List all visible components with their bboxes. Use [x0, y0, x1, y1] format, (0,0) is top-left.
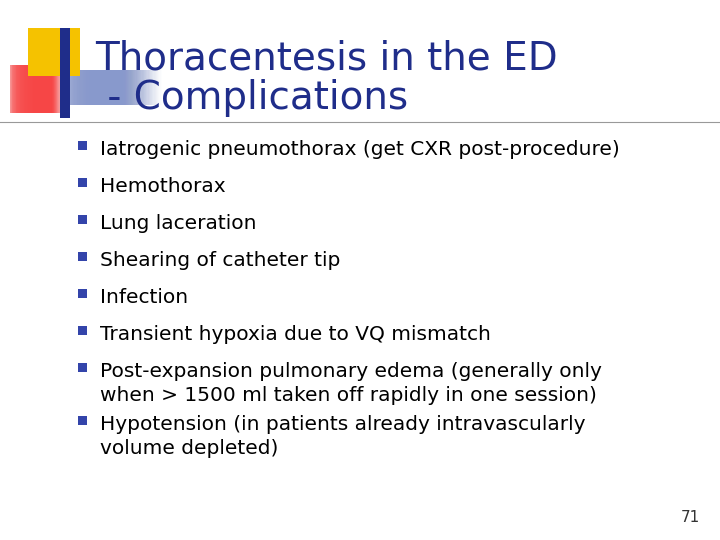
- Text: Lung laceration: Lung laceration: [100, 214, 256, 233]
- Text: Thoracentesis in the ED: Thoracentesis in the ED: [95, 39, 557, 77]
- Bar: [24, 65, 57, 113]
- Bar: [83, 70, 138, 105]
- Bar: [94, 70, 148, 105]
- Bar: [97, 70, 152, 105]
- Bar: [74, 70, 130, 105]
- Bar: [96, 70, 151, 105]
- Bar: [31, 65, 60, 113]
- Bar: [24, 65, 58, 113]
- Bar: [19, 65, 55, 113]
- Bar: [63, 70, 117, 105]
- Bar: [27, 65, 58, 113]
- Bar: [61, 70, 116, 105]
- Text: 71: 71: [680, 510, 700, 525]
- Bar: [32, 65, 60, 113]
- Bar: [81, 70, 135, 105]
- Bar: [95, 70, 150, 105]
- Bar: [81, 70, 137, 105]
- Bar: [27, 65, 58, 113]
- Bar: [30, 65, 59, 113]
- Bar: [92, 70, 148, 105]
- Bar: [90, 70, 145, 105]
- Bar: [60, 70, 115, 105]
- Bar: [11, 65, 53, 113]
- Bar: [32, 65, 60, 113]
- Bar: [23, 65, 57, 113]
- Bar: [15, 65, 54, 113]
- Bar: [19, 65, 55, 113]
- Bar: [21, 65, 56, 113]
- Bar: [91, 70, 146, 105]
- Bar: [28, 65, 59, 113]
- Bar: [78, 288, 87, 298]
- Bar: [99, 70, 155, 105]
- Bar: [60, 28, 70, 118]
- Bar: [26, 65, 58, 113]
- Bar: [12, 65, 53, 113]
- Bar: [67, 70, 122, 105]
- Bar: [70, 70, 125, 105]
- Bar: [30, 65, 60, 113]
- Bar: [16, 65, 54, 113]
- Bar: [78, 326, 87, 334]
- Bar: [104, 70, 159, 105]
- Bar: [71, 70, 126, 105]
- Bar: [88, 70, 143, 105]
- Bar: [78, 415, 87, 424]
- Bar: [79, 70, 134, 105]
- Text: Transient hypoxia due to VQ mismatch: Transient hypoxia due to VQ mismatch: [100, 325, 491, 344]
- Text: Infection: Infection: [100, 288, 188, 307]
- Bar: [76, 70, 130, 105]
- Text: Post-expansion pulmonary edema (generally only
when > 1500 ml taken off rapidly : Post-expansion pulmonary edema (generall…: [100, 362, 602, 405]
- Bar: [77, 70, 132, 105]
- Bar: [103, 70, 158, 105]
- Bar: [78, 362, 87, 372]
- Text: Iatrogenic pneumothorax (get CXR post-procedure): Iatrogenic pneumothorax (get CXR post-pr…: [100, 140, 620, 159]
- Bar: [102, 70, 157, 105]
- Bar: [66, 70, 121, 105]
- Bar: [107, 70, 162, 105]
- Bar: [10, 65, 52, 113]
- Bar: [17, 65, 55, 113]
- Text: - Complications: - Complications: [95, 79, 408, 117]
- Bar: [65, 70, 120, 105]
- Bar: [60, 70, 115, 105]
- Bar: [78, 214, 87, 224]
- Bar: [17, 65, 55, 113]
- Bar: [86, 70, 141, 105]
- Bar: [25, 65, 58, 113]
- Bar: [20, 65, 56, 113]
- Bar: [78, 70, 133, 105]
- Bar: [99, 70, 153, 105]
- Bar: [12, 65, 53, 113]
- Bar: [101, 70, 156, 105]
- Bar: [13, 65, 53, 113]
- FancyBboxPatch shape: [28, 28, 80, 76]
- Text: Hypotension (in patients already intravascularly
volume depleted): Hypotension (in patients already intrava…: [100, 415, 585, 458]
- Text: Shearing of catheter tip: Shearing of catheter tip: [100, 251, 341, 270]
- Bar: [33, 65, 60, 113]
- Bar: [106, 70, 161, 105]
- Bar: [78, 140, 87, 150]
- Bar: [18, 65, 55, 113]
- Bar: [14, 65, 53, 113]
- Bar: [10, 65, 60, 113]
- Bar: [72, 70, 127, 105]
- Bar: [73, 70, 128, 105]
- Bar: [68, 70, 123, 105]
- Bar: [85, 70, 140, 105]
- Bar: [84, 70, 139, 105]
- Bar: [22, 65, 56, 113]
- Bar: [78, 252, 87, 260]
- Bar: [89, 70, 144, 105]
- Text: Hemothorax: Hemothorax: [100, 177, 225, 196]
- Bar: [78, 178, 87, 186]
- Bar: [63, 70, 119, 105]
